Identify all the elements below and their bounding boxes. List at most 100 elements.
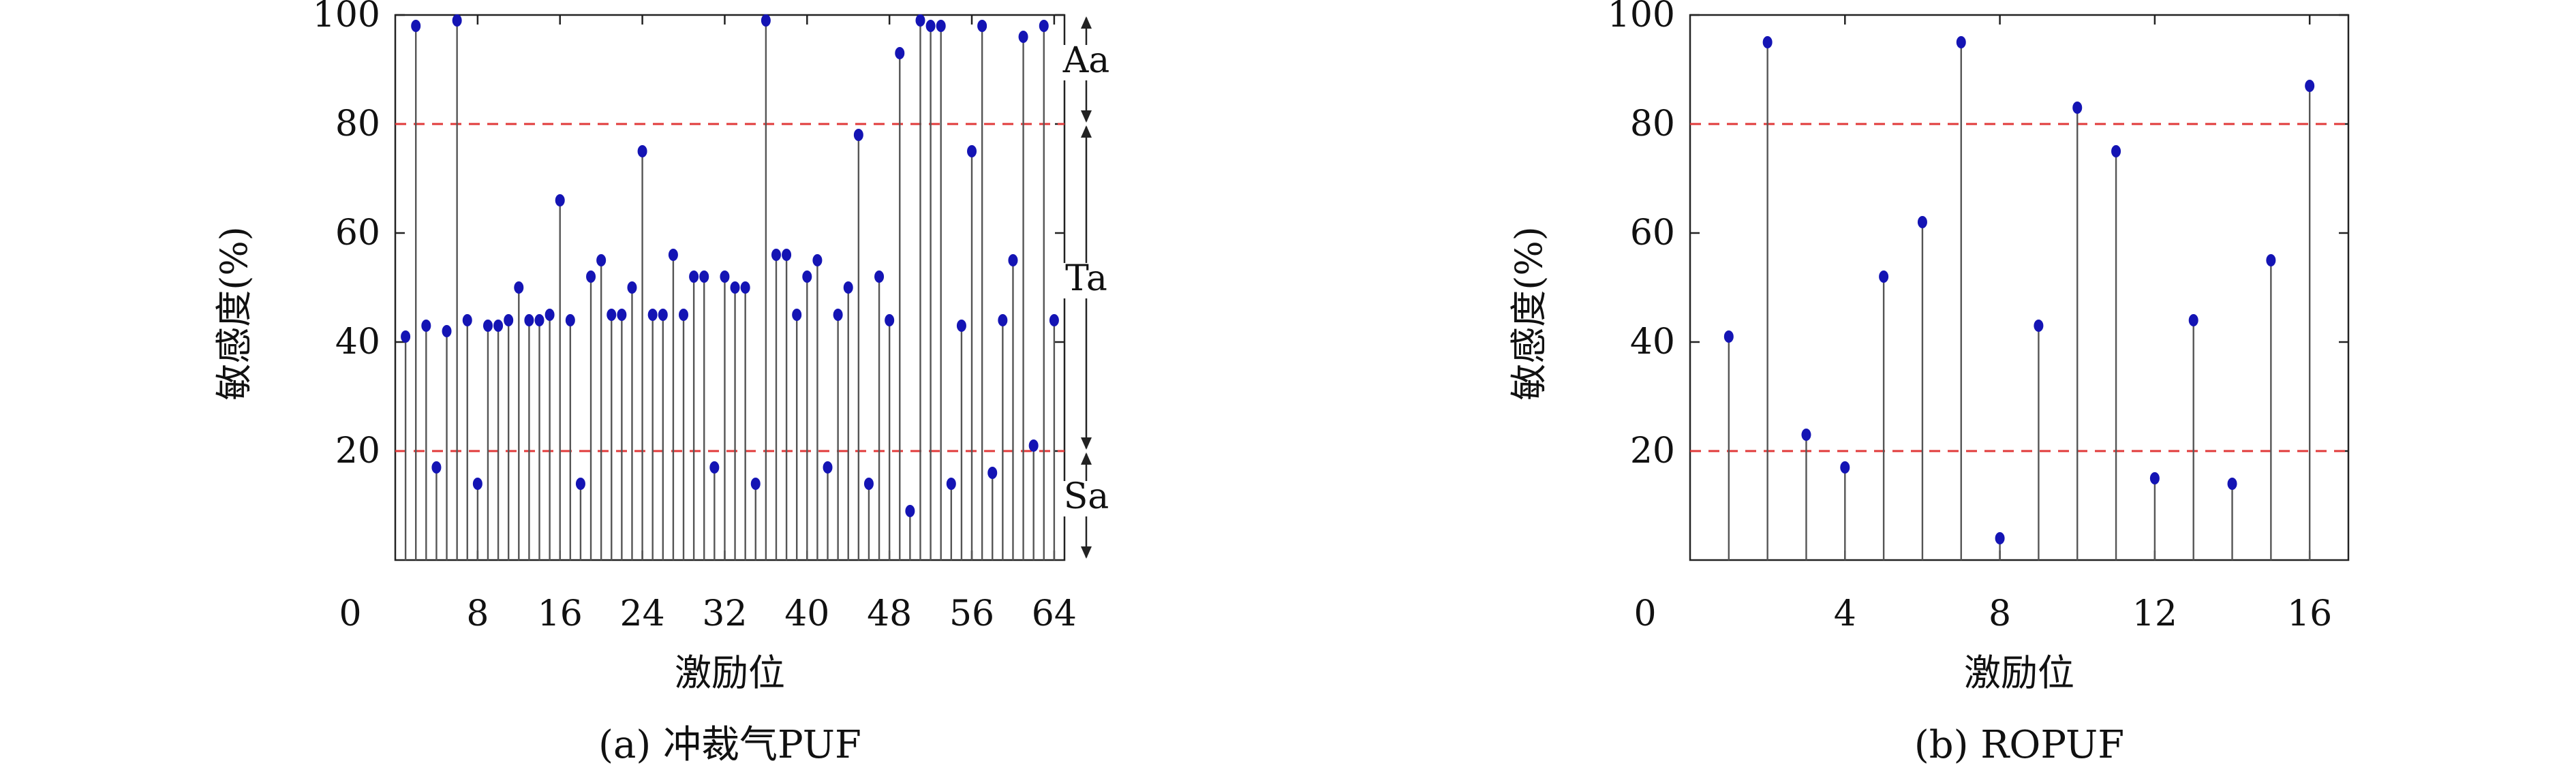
panel-a-region-arrow-down: [1081, 110, 1092, 123]
panel-a-data-point: [823, 461, 833, 474]
panel-a-data-point: [555, 194, 565, 206]
panel-a-region-label-bg: [1062, 45, 1111, 80]
panel-a-data-point: [750, 478, 761, 490]
panel-b-x-tick-label: 16: [2287, 593, 2332, 634]
panel-b-data-point: [2034, 320, 2044, 332]
panel-a-region-arrow-up: [1081, 452, 1092, 465]
panel-b-data-point: [1956, 36, 1966, 48]
panel-a-data-point: [627, 281, 637, 294]
panel-a-data-point: [421, 320, 431, 332]
panel-a-plot-frame: [394, 14, 1066, 561]
panel-b-x-tick-label: 4: [1834, 593, 1856, 634]
panel-a-x-tick-label: 24: [619, 593, 664, 634]
panel-a-data-point: [1049, 314, 1059, 326]
panel-a-data-point: [617, 309, 627, 321]
panel-b-y-tick-label: 20: [1630, 431, 1675, 471]
panel-b-caption: (b) ROPUF: [1914, 723, 2124, 767]
panel-a-data-point: [925, 20, 936, 32]
panel-b-data-point: [2111, 145, 2121, 157]
panel-a-data-point: [1018, 31, 1028, 43]
panel-a-y-tick-label: 100: [313, 0, 380, 35]
panel-a-data-point: [709, 461, 720, 474]
panel-a-data-point: [874, 270, 885, 283]
panel-a-y-tick-label: 40: [335, 322, 380, 362]
panel-a-data-point: [668, 249, 678, 261]
panel-a-data-point: [967, 145, 977, 157]
panel-a-data-point: [1008, 254, 1018, 266]
panel-a-data-point: [1039, 20, 1049, 32]
panel-a-data-point: [514, 281, 524, 294]
panel-a-x-tick-label: 16: [538, 593, 583, 634]
panel-b-data-point: [2188, 314, 2198, 326]
panel-a-y-axis-title: 敏感度(%): [213, 226, 256, 400]
panel-a-data-point: [565, 314, 575, 326]
panel-a-data-point: [431, 461, 442, 474]
panel-a-data-point: [915, 14, 925, 27]
panel-b-data-point: [2305, 80, 2315, 92]
panel-a-caption: (a) 冲裁气PUF: [598, 723, 861, 767]
panel-a-data-point: [596, 254, 607, 266]
panel-a-data-point: [833, 309, 843, 321]
panel-a-data-point: [720, 270, 730, 283]
panel-a-y-tick-label: 80: [335, 104, 380, 144]
panel-a-data-point: [853, 129, 863, 141]
panel-a-data-point: [482, 320, 493, 332]
panel-b-data-point: [1917, 216, 1927, 228]
panel-a-data-point: [647, 309, 658, 321]
panel-a-data-point: [812, 254, 823, 266]
panel-a-data-point: [689, 270, 699, 283]
panel-a-data-point: [493, 320, 504, 332]
panel-b-data-point: [1840, 461, 1850, 474]
panel-b-data-point: [1995, 532, 2005, 544]
panel-a-chart: 敏感度(%) 激励位 (a) 冲裁气PUF 20 40 60 80 100 0 8 16 24 3…: [213, 0, 1111, 767]
panel-a-x-tick-label: 32: [702, 593, 747, 634]
panel-a-data-point: [802, 270, 812, 283]
panel-b-x-axis-title: 激励位: [1964, 651, 2074, 694]
panel-b-data-point: [2149, 472, 2160, 484]
panel-a-data-point: [679, 309, 689, 321]
panel-a-data-point: [607, 309, 617, 321]
panel-b-data-point: [1879, 270, 1889, 283]
panel-a-data-point: [452, 14, 462, 27]
panel-a-data-point: [792, 309, 802, 321]
panel-a-data-point: [658, 309, 668, 321]
panel-a-data-point: [730, 281, 740, 294]
panel-a-data-point: [905, 505, 915, 517]
panel-a-region-arrow-up: [1081, 16, 1092, 29]
panel-a-x-tick-label: 64: [1032, 593, 1077, 634]
panel-a-data-point: [946, 478, 956, 490]
panel-a-data-point: [575, 478, 585, 490]
panel-a-data-point: [401, 330, 411, 343]
panel-a-x-tick-label: 8: [466, 593, 489, 634]
panel-b-y-tick-label: 60: [1630, 213, 1675, 253]
panel-b-x-tick-label: 8: [1989, 593, 2011, 634]
panel-a-y-tick-label: 20: [335, 431, 380, 471]
panel-b-data-point: [1762, 36, 1773, 48]
panel-a-data-point: [411, 20, 421, 32]
panel-a-x-tick-label: 56: [949, 593, 994, 634]
panel-b-data-point: [2227, 478, 2237, 490]
panel-a-region-arrow-down: [1081, 437, 1092, 450]
panel-a-data-point: [843, 281, 853, 294]
panel-b-data-point: [2072, 102, 2083, 114]
panel-a-data-point: [936, 20, 946, 32]
panel-a-data-point: [987, 467, 998, 479]
panel-a-data-point: [534, 314, 545, 326]
panel-a-data-point: [545, 309, 555, 321]
panel-a-region-label: Ta: [1065, 258, 1107, 299]
panel-a-data-point: [699, 270, 709, 283]
panel-a-data-point: [863, 478, 874, 490]
panel-a-data-point: [998, 314, 1008, 326]
panel-a-x-tick-label: 0: [339, 593, 361, 634]
panel-a-data-point: [462, 314, 472, 326]
panel-a-data-point: [956, 320, 966, 332]
panel-a-region-arrow-down: [1081, 546, 1092, 559]
panel-b-y-tick-label: 80: [1630, 104, 1675, 144]
panel-a-x-tick-label: 48: [867, 593, 912, 634]
panel-a-data-point: [524, 314, 534, 326]
panel-a-data-point: [442, 325, 452, 337]
panel-a-data-point: [895, 47, 905, 59]
panel-a-region-label-bg: [1062, 263, 1111, 298]
panel-b-plot-frame: [1689, 14, 2350, 561]
